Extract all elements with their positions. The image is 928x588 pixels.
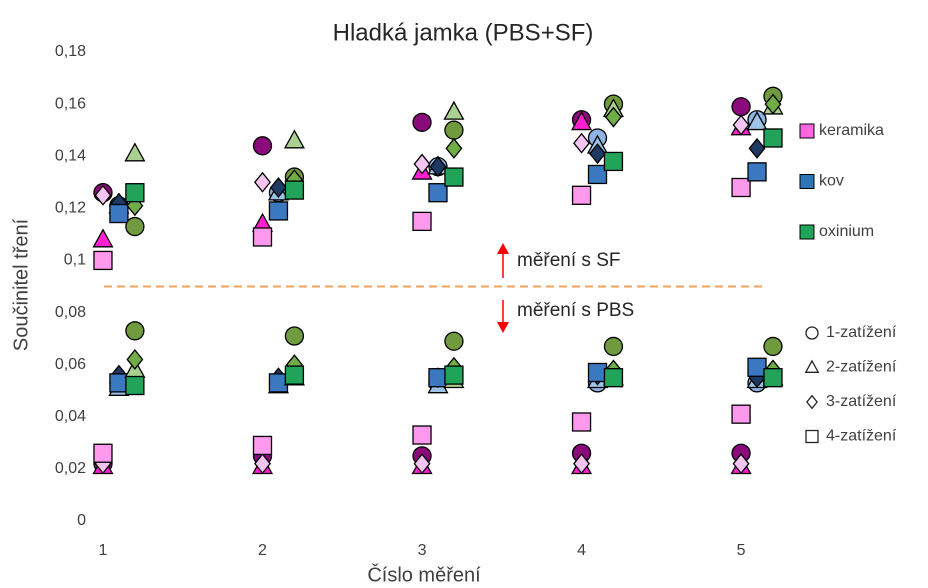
- chart-title: Hladká jamka (PBS+SF): [333, 19, 594, 46]
- data-point: [413, 153, 431, 175]
- data-point: [93, 443, 113, 463]
- data-point: [284, 326, 305, 346]
- data-point: [125, 183, 145, 203]
- legend-label: 1-zatížení: [826, 324, 897, 341]
- sf-arrow: [497, 243, 509, 278]
- data-point: [92, 228, 114, 248]
- data-point: [764, 93, 782, 115]
- y-tick-label: 0,08: [55, 304, 86, 321]
- legend-marker: [804, 359, 820, 373]
- y-tick-label: 0,18: [55, 43, 86, 60]
- x-tick-label: 5: [737, 542, 746, 559]
- data-point: [125, 321, 145, 341]
- data-point: [444, 167, 464, 187]
- data-point: [763, 368, 783, 388]
- data-point: [252, 136, 273, 156]
- y-tick-label: 0,14: [55, 147, 86, 164]
- data-point: [444, 120, 464, 140]
- data-point: [573, 132, 591, 154]
- data-point: [445, 137, 463, 159]
- data-point: [731, 404, 751, 424]
- pbs-arrow: [497, 300, 509, 333]
- legend-label: keramika: [819, 122, 884, 139]
- data-point: [763, 128, 783, 148]
- data-point: [573, 453, 591, 475]
- y-tick-label: 0,12: [55, 200, 86, 217]
- y-tick-label: 0,1: [64, 252, 86, 269]
- x-tick-label: 3: [418, 542, 427, 559]
- data-point: [283, 129, 305, 149]
- legend-label: kov: [819, 173, 844, 190]
- data-point: [570, 111, 593, 131]
- data-point: [603, 151, 624, 172]
- x-tick-label: 4: [577, 542, 586, 559]
- legend-label: 2-zatížení: [826, 359, 897, 376]
- y-tick-label: 0,06: [55, 356, 86, 373]
- legend-swatch: [799, 123, 815, 139]
- data-point: [587, 362, 608, 383]
- data-point: [109, 203, 129, 224]
- legend-label: 4-zatížení: [826, 428, 897, 445]
- data-point: [284, 180, 305, 200]
- x-axis-label: Číslo měření: [367, 563, 481, 586]
- legend-label: oxinium: [819, 223, 874, 240]
- legend-marker: [805, 326, 819, 340]
- data-point: [587, 164, 608, 185]
- legend-swatch: [799, 224, 815, 240]
- data-point: [732, 114, 750, 136]
- data-point: [125, 216, 145, 237]
- data-point: [571, 412, 592, 432]
- data-point: [252, 227, 273, 247]
- data-point: [269, 177, 287, 198]
- data-point: [444, 331, 464, 351]
- data-point: [731, 97, 751, 117]
- y-tick-label: 0,02: [55, 460, 86, 477]
- data-point: [731, 177, 751, 198]
- data-point: [252, 435, 273, 456]
- legend-marker: [806, 394, 818, 410]
- data-point: [124, 142, 146, 162]
- data-point: [126, 348, 144, 370]
- y-tick-label: 0: [77, 512, 86, 529]
- data-point: [604, 106, 622, 128]
- data-point: [412, 112, 432, 132]
- data-point: [268, 201, 289, 221]
- data-point: [429, 156, 447, 178]
- data-point: [444, 365, 464, 385]
- data-point: [746, 111, 768, 131]
- y-tick-label: 0,04: [55, 408, 86, 425]
- data-point: [412, 211, 432, 232]
- data-point: [732, 453, 750, 475]
- data-point: [94, 184, 112, 206]
- data-point: [571, 185, 592, 205]
- y-axis-label: Součinitel tření: [10, 218, 32, 351]
- annotation: měření s PBS: [517, 300, 634, 321]
- y-tick-label: 0,16: [55, 95, 86, 112]
- data-point: [603, 368, 624, 388]
- data-point: [443, 100, 465, 120]
- data-point: [254, 453, 271, 475]
- annotation: měření s SF: [517, 250, 620, 271]
- legend-marker: [805, 429, 819, 444]
- data-point: [428, 183, 448, 203]
- data-point: [412, 425, 432, 445]
- legend-swatch: [799, 174, 815, 189]
- data-point: [747, 357, 767, 377]
- data-point: [589, 143, 606, 165]
- data-point: [284, 365, 305, 385]
- data-point: [254, 171, 271, 193]
- data-point: [603, 336, 624, 357]
- x-tick-label: 2: [258, 542, 267, 559]
- data-point: [125, 375, 145, 396]
- data-point: [763, 336, 783, 357]
- data-point: [93, 250, 113, 271]
- data-point: [268, 373, 289, 393]
- data-point: [748, 137, 766, 159]
- data-point: [747, 162, 767, 182]
- x-tick-label: 1: [99, 542, 108, 559]
- legend-label: 3-zatížení: [826, 393, 897, 410]
- data-point: [413, 453, 431, 475]
- data-point: [428, 368, 448, 388]
